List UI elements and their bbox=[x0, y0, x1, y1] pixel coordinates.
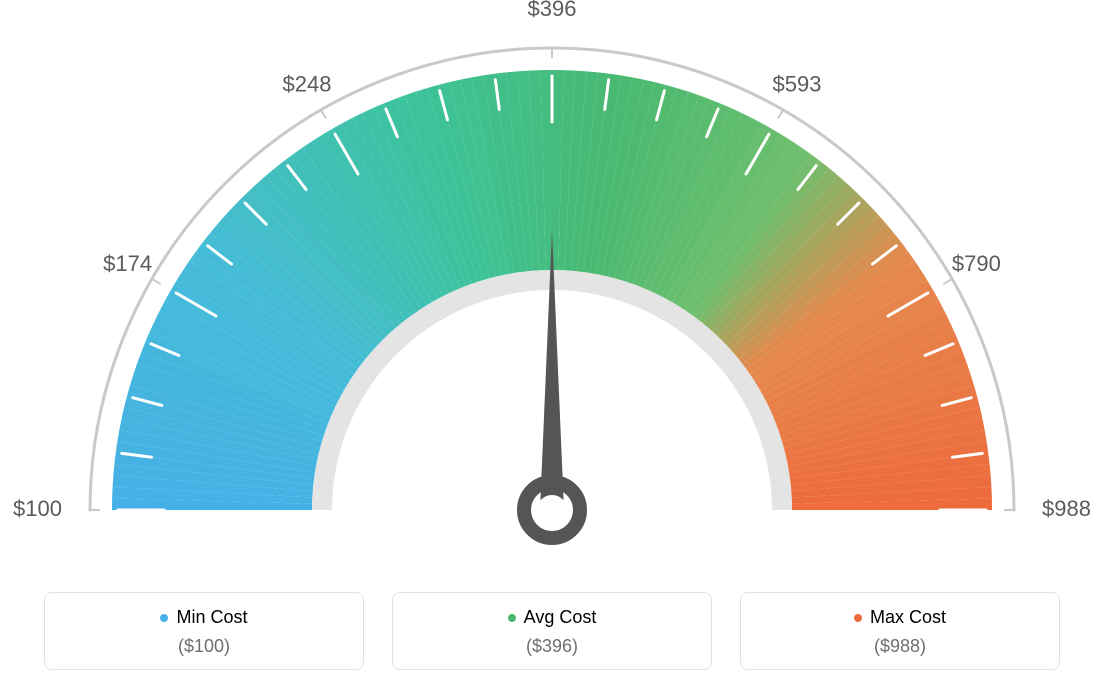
legend-card-avg: Avg Cost ($396) bbox=[392, 592, 712, 670]
gauge-chart-container: { "gauge": { "type": "gauge", "min_value… bbox=[0, 0, 1104, 690]
legend-value-avg: ($396) bbox=[403, 636, 701, 657]
legend-value-min: ($100) bbox=[55, 636, 353, 657]
legend-row: Min Cost ($100) Avg Cost ($396) Max Cost… bbox=[0, 592, 1104, 670]
legend-label-avg: Avg Cost bbox=[524, 607, 597, 628]
gauge-svg: $100 $174 $248 $396 $593 $790 $988 bbox=[0, 0, 1104, 570]
gauge-tick-label: $174 bbox=[103, 251, 152, 276]
legend-value-max: ($988) bbox=[751, 636, 1049, 657]
legend-dot-max bbox=[854, 614, 862, 622]
gauge-tick-label: $988 bbox=[1042, 496, 1091, 521]
legend-dot-min bbox=[160, 614, 168, 622]
gauge-tick-label: $593 bbox=[773, 72, 822, 97]
legend-title-max: Max Cost bbox=[854, 607, 946, 628]
legend-card-max: Max Cost ($988) bbox=[740, 592, 1060, 670]
gauge-tick-label: $248 bbox=[283, 72, 332, 97]
legend-card-min: Min Cost ($100) bbox=[44, 592, 364, 670]
legend-label-max: Max Cost bbox=[870, 607, 946, 628]
gauge-needle-hub-inner bbox=[537, 495, 567, 525]
legend-label-min: Min Cost bbox=[176, 607, 247, 628]
gauge-tick-label: $396 bbox=[528, 0, 577, 21]
gauge-area: $100 $174 $248 $396 $593 $790 $988 bbox=[0, 0, 1104, 570]
legend-dot-avg bbox=[508, 614, 516, 622]
gauge-tick-label: $790 bbox=[952, 251, 1001, 276]
legend-title-min: Min Cost bbox=[160, 607, 247, 628]
gauge-tick-label: $100 bbox=[13, 496, 62, 521]
legend-title-avg: Avg Cost bbox=[508, 607, 597, 628]
